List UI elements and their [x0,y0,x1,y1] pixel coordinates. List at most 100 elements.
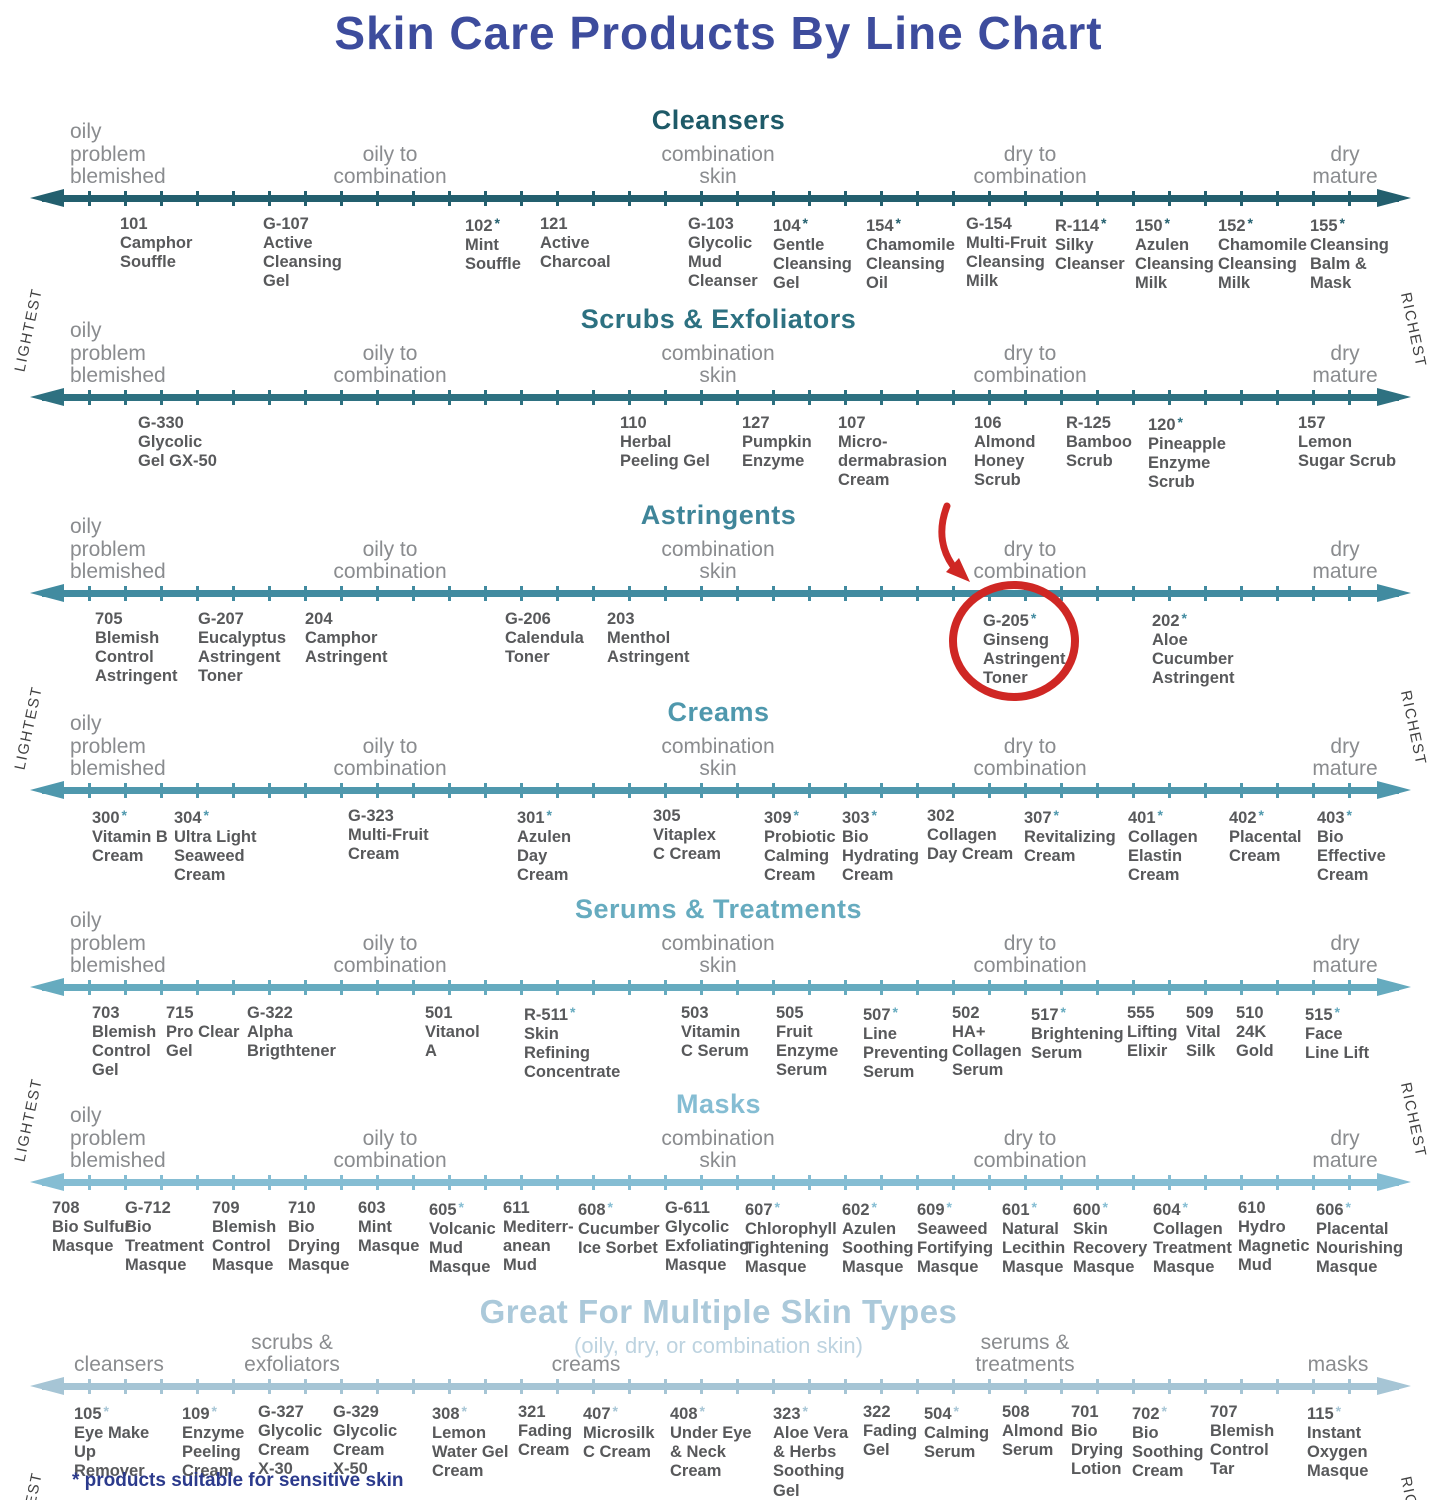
product-code: G-611 [665,1199,710,1217]
product-name-line: Soothing [1132,1443,1204,1462]
section-astringents: Astringents oily problem blemished oily to co… [0,500,1437,1164]
product-name-line: Souffle [120,253,176,272]
product-item-555: 555 Lifting Elixir [1127,1004,1177,1061]
axis-line [30,781,1411,799]
zone-label-line: combination [333,1148,447,1172]
product-name-line: Magnetic [1238,1237,1310,1256]
zone-label-line: combination [333,756,447,780]
product-code: 505 [776,1004,804,1022]
product-name-line: Camphor [305,629,378,648]
product-code: 110 [620,414,647,432]
product-name-line: & Neck [670,1443,726,1462]
product-name-line: Lotion [1071,1460,1122,1479]
product-code: 709 [212,1199,240,1217]
product-code: 302 [927,807,955,825]
product-name-line: Masque [917,1258,979,1277]
zone-label-line: combination [333,363,447,387]
product-name-line: Blemish [95,629,160,648]
product-name-line: Scrub [1148,473,1195,492]
product-item-g-329: G-329 Glycolic Cream X-50 [333,1403,397,1480]
product-name-line: Cream [432,1462,484,1481]
product-code: 115 * [1307,1403,1342,1423]
product-name-line: Toner [505,648,550,667]
zone-label-line: scrubs & [251,1330,333,1354]
product-item-101: 101 Camphor Souffle [120,215,192,272]
product-name-line: Ice Sorbet [578,1239,658,1258]
product-item-115: 115 * Instant Oxygen Masque [1307,1403,1368,1482]
product-item-607: 607 * Chlorophyll Tightening Masque [745,1199,837,1278]
product-name-line: Cream [1132,1462,1184,1481]
product-name-line: Gel [773,274,800,293]
product-name-line: Elixir [1127,1042,1168,1061]
product-code: 611 [503,1199,530,1217]
product-name-line: Lemon [1298,433,1353,452]
sensitive-asterisk: * [774,1199,780,1215]
zone-label-line: oily [70,909,102,933]
product-code: 121 [540,215,568,233]
zone-label-line: oily to [362,734,418,758]
zone-label-line: dry to [1003,931,1057,955]
product-name-line: Almond [1002,1422,1064,1441]
section-heading: Astringents [640,500,797,530]
product-name-line: Scrub [1066,452,1113,471]
product-name-line: Astringent [305,648,388,667]
product-name-line: Calming [924,1424,990,1443]
product-code: R-114 * [1055,215,1107,235]
product-code: 517 * [1031,1004,1066,1024]
product-name-line: Seaweed [917,1220,988,1239]
zone-label: creams [552,1353,621,1376]
product-code: 107 [838,414,866,432]
product-item-121: 121 Active Charcoal [540,215,611,272]
product-name-line: Collagen [1128,828,1198,847]
axis-arrowhead-right [1377,1173,1411,1191]
product-item-600: 600 * Skin Recovery Masque [1073,1199,1147,1278]
zone-label: masks [1308,1353,1369,1376]
product-name-line: Calendula [505,629,584,648]
product-name-line: Pro Clear [166,1023,240,1042]
product-name-line: Enzyme [182,1424,245,1443]
product-name-line: Honey [974,452,1025,471]
product-item-308: 308 * Lemon Water Gel Cream [432,1403,508,1482]
zone-label-line: skin [699,1148,737,1172]
product-code: 703 [92,1004,120,1022]
product-item-608: 608 * Cucumber Ice Sorbet [578,1199,660,1258]
product-code: 304 * [174,807,209,827]
zone-label-line: combination [973,756,1087,780]
product-name-line: Cream [518,1441,570,1460]
product-name-line: Mint [358,1218,392,1237]
product-name-line: Masque [1307,1462,1369,1481]
zone-label: oily to combination [333,143,446,189]
zone-label-line: mature [1312,559,1378,583]
sensitive-asterisk: * [1101,215,1107,231]
sensitive-asterisk: * [1060,1004,1066,1020]
product-name-line: Almond [974,433,1036,452]
product-name-line: Refining [524,1044,590,1063]
product-code: 608 * [578,1199,613,1219]
zone-label: oily problem blemished [70,120,166,188]
product-code: 300 * [92,807,127,827]
zone-label: combination skin [661,932,774,978]
zone-label-line: combination [661,734,775,758]
zone-label-line: dry [1330,1126,1360,1150]
zone-label-line: combination [661,142,775,166]
product-item-502: 502 HA+ Collagen Serum [952,1004,1022,1081]
product-name-line: Recovery [1073,1239,1148,1258]
product-code: G-154 [966,215,1012,233]
zone-label-line: blemished [70,756,166,780]
product-code: 606 * [1316,1199,1351,1219]
product-name-line: Micro- [838,433,888,452]
product-item-300: 300 * Vitamin B Cream [92,807,168,866]
zone-label: dry to combination [973,538,1086,584]
product-name-line: Gel [263,272,290,291]
product-item-605: 605 * Volcanic Mud Masque [429,1199,496,1278]
product-name-line: Cream [670,1462,722,1481]
zone-label-line: problem [70,537,146,561]
sensitive-asterisk: * [211,1403,217,1419]
product-item-307: 307 * Revitalizing Cream [1024,807,1116,866]
product-name-line: Treatment [1153,1239,1232,1258]
sensitive-asterisk: * [1334,1004,1340,1020]
zone-label-line: dry [1330,537,1360,561]
product-item-504: 504 * Calming Serum [924,1403,989,1462]
zone-label-line: skin [699,363,737,387]
